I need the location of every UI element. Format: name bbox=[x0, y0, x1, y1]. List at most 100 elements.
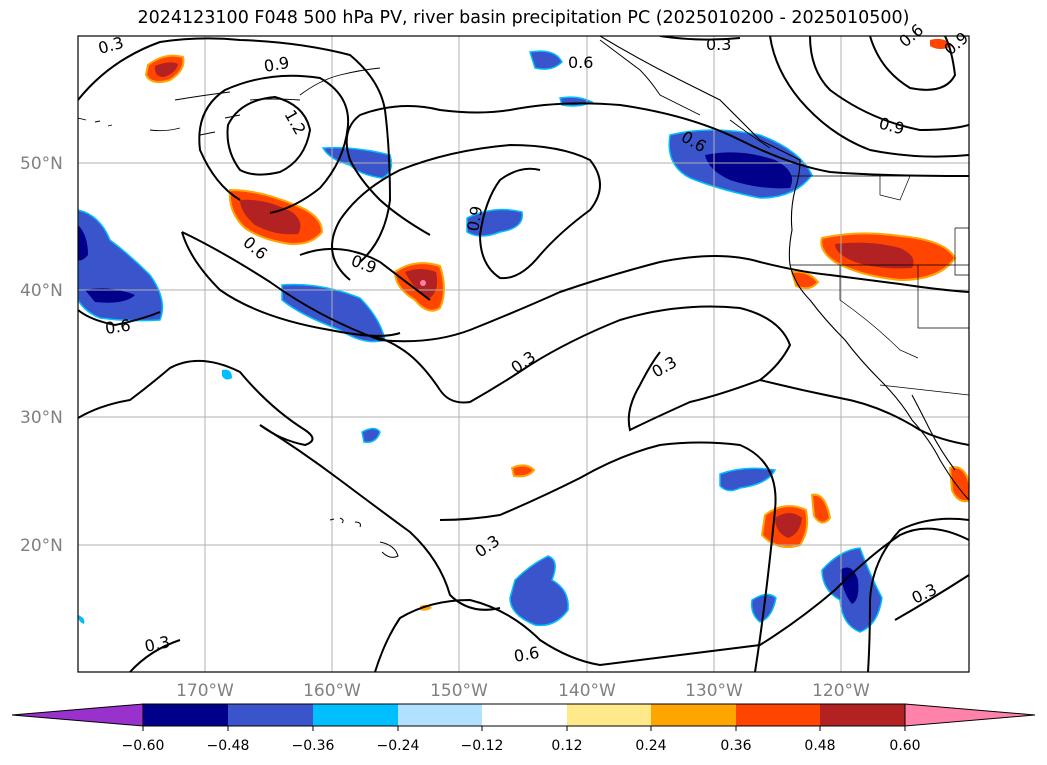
colorbar-tick-label: 0.60 bbox=[889, 738, 920, 754]
colorbar-tick-label: 0.24 bbox=[635, 738, 666, 754]
pv-contour bbox=[894, 574, 969, 621]
lon-label: 170°W bbox=[176, 681, 234, 701]
map-title: 2024123100 F048 500 hPa PV, river basin … bbox=[137, 8, 910, 28]
map-area bbox=[78, 36, 969, 672]
colorbar-extend-high bbox=[904, 703, 1036, 727]
precip-blob-negative bbox=[509, 555, 569, 627]
pv-contour bbox=[867, 517, 969, 672]
contour-label: 0.9 bbox=[262, 53, 290, 76]
british-columbia-coast bbox=[599, 39, 771, 149]
precip-blob-negative bbox=[78, 209, 164, 322]
contour-label: 0.3 bbox=[471, 531, 503, 561]
colorbar-tick-label: 0.48 bbox=[804, 738, 835, 754]
pv-contour bbox=[439, 441, 777, 672]
precip-core-positive bbox=[154, 62, 178, 77]
pv-contour bbox=[359, 334, 441, 391]
alaska-coast bbox=[149, 114, 241, 136]
lat-label: 50°N bbox=[20, 154, 63, 174]
contour-label: 0.6 bbox=[568, 53, 593, 72]
pv-contour bbox=[659, 36, 741, 41]
pv-contours bbox=[78, 36, 969, 672]
pv-contour bbox=[869, 36, 957, 91]
colorbar-segment bbox=[482, 704, 567, 726]
precip-blob-positive bbox=[790, 270, 820, 290]
precip-core-negative bbox=[78, 225, 88, 261]
contour-label: 0.3 bbox=[143, 632, 172, 656]
baja-california-coast bbox=[911, 394, 956, 471]
precip-blob-negative bbox=[281, 283, 386, 343]
latitude-labels: 50°N 40°N 30°N 20°N bbox=[20, 154, 63, 556]
pv-contour bbox=[345, 102, 969, 236]
precip-peak-positive bbox=[420, 280, 426, 286]
contour-label: 0.3 bbox=[909, 580, 940, 608]
pv-contour bbox=[374, 527, 969, 672]
precip-shading bbox=[78, 38, 969, 633]
contour-label: 0.6 bbox=[895, 20, 927, 51]
gridlines bbox=[78, 36, 969, 672]
precip-core-negative bbox=[705, 152, 793, 189]
colorbar-tick-label: 0.12 bbox=[551, 738, 582, 754]
hawaiian-islands bbox=[329, 517, 399, 558]
pv-contour bbox=[331, 143, 601, 281]
longitude-labels: 170°W 160°W 150°W 140°W 130°W 120°W bbox=[176, 681, 870, 701]
colorbar-tick-label: −0.12 bbox=[461, 738, 504, 754]
pv-contour bbox=[759, 379, 969, 446]
colorbar-segment bbox=[398, 704, 482, 726]
colorbar-tick-label: 0.36 bbox=[720, 738, 751, 754]
contour-label: 0.9 bbox=[463, 204, 486, 232]
contour-label: 0.6 bbox=[104, 316, 132, 338]
lat-label: 20°N bbox=[20, 536, 63, 556]
precip-blob-negative bbox=[78, 615, 85, 624]
precip-core-positive bbox=[775, 513, 802, 538]
colorbar-tick-label: −0.24 bbox=[377, 738, 420, 754]
contour-label: 1.2 bbox=[281, 107, 310, 139]
lat-label: 30°N bbox=[20, 408, 63, 428]
colorbar-frame bbox=[142, 703, 906, 727]
pv-contour bbox=[226, 95, 312, 176]
lat-label: 40°N bbox=[20, 281, 63, 301]
precip-blob-negative bbox=[222, 369, 232, 380]
pv-contour bbox=[78, 37, 392, 263]
lon-label: 140°W bbox=[558, 681, 616, 701]
precip-core-positive bbox=[835, 242, 914, 269]
colorbar-extend-low bbox=[11, 703, 144, 727]
precip-blob-negative bbox=[719, 467, 777, 492]
colorbar-segment bbox=[313, 704, 398, 726]
colorbar-segment bbox=[143, 704, 228, 726]
us-state-border bbox=[879, 175, 911, 201]
colorbar-segment bbox=[567, 704, 651, 726]
coastlines bbox=[78, 36, 969, 558]
pv-contour bbox=[129, 639, 181, 672]
precip-core-negative bbox=[840, 567, 859, 604]
precip-blob-positive bbox=[810, 493, 832, 524]
contour-label: 0.6 bbox=[512, 643, 540, 666]
contour-label: 0.3 bbox=[507, 347, 539, 377]
aleutian-islands bbox=[78, 117, 113, 127]
precip-core-negative bbox=[85, 288, 135, 303]
pv-contour bbox=[769, 36, 969, 158]
pv-contour bbox=[809, 36, 969, 132]
colorbar-tick-label: −0.60 bbox=[122, 738, 165, 754]
contour-label: 0.9 bbox=[349, 251, 379, 278]
lon-label: 150°W bbox=[430, 681, 488, 701]
colorbar-segment bbox=[228, 704, 313, 726]
pv-contour bbox=[78, 309, 161, 327]
colorbar-segment bbox=[651, 704, 736, 726]
colorbar-segment bbox=[736, 704, 820, 726]
us-state-border bbox=[954, 227, 969, 276]
contour-label: 0.3 bbox=[649, 352, 681, 381]
colorbar: −0.60 −0.48 −0.36 −0.24 −0.12 0.12 0.24 … bbox=[11, 703, 1036, 754]
pv-contour bbox=[259, 424, 501, 611]
contour-label: 0.3 bbox=[96, 33, 126, 58]
pv-contour bbox=[299, 247, 431, 301]
colorbar-segment bbox=[820, 704, 905, 726]
precip-blob-positive bbox=[510, 464, 536, 478]
pv-contour bbox=[198, 74, 350, 214]
contour-label: 0.9 bbox=[940, 28, 972, 59]
map-frame bbox=[77, 35, 970, 673]
precip-blob-positive bbox=[948, 466, 969, 503]
north-america-coast bbox=[599, 36, 969, 501]
us-state-border bbox=[839, 265, 919, 359]
contour-label: 0.3 bbox=[706, 35, 731, 54]
